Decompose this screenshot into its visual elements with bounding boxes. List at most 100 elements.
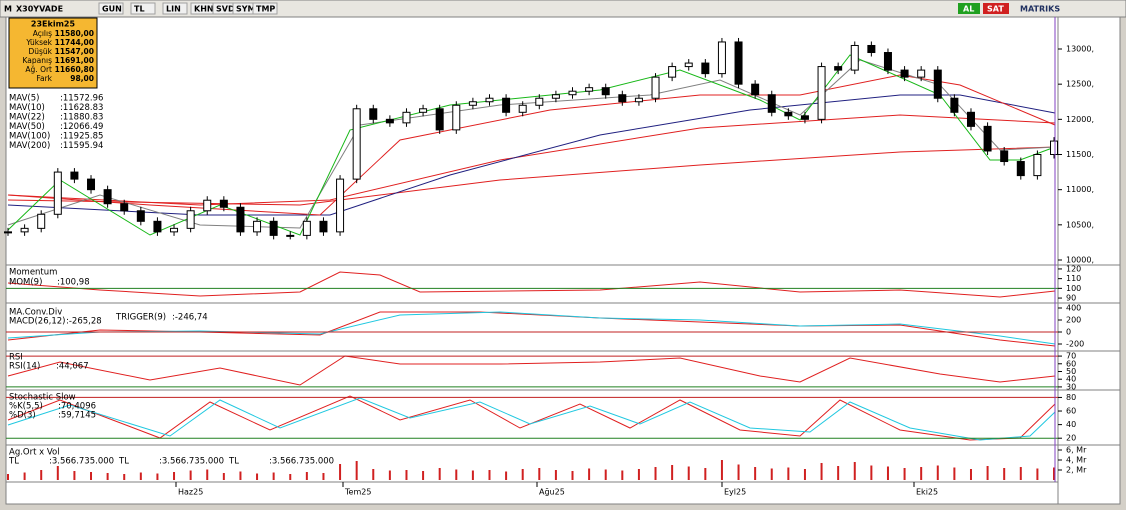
mav5-line xyxy=(7,54,1056,236)
info-value: 11744,00 xyxy=(55,38,94,47)
volume-bar xyxy=(588,468,591,480)
mav-value: :11572.96 xyxy=(60,94,103,104)
candle xyxy=(170,227,179,233)
info-value: 98,00 xyxy=(70,74,94,83)
volume-bar xyxy=(538,468,541,480)
indicator-value: :59,7145 xyxy=(58,411,96,421)
pane-title: Momentum xyxy=(9,268,57,278)
brand: MATRIKS xyxy=(1020,5,1060,14)
volume-bar xyxy=(986,466,989,480)
candle xyxy=(419,108,428,113)
info-label: Ağ. Ort xyxy=(25,65,52,74)
pane-title: MA.Conv.Div xyxy=(9,308,62,318)
candle xyxy=(186,210,195,229)
mav200-line xyxy=(7,146,1056,206)
candle xyxy=(917,69,926,78)
mav-value: :11925.85 xyxy=(60,132,103,142)
candle xyxy=(502,97,511,113)
volume-bar xyxy=(455,469,458,480)
mav-name: MAV(50) xyxy=(9,122,45,132)
volume-bar xyxy=(886,466,889,480)
candle xyxy=(950,97,959,113)
volume-bar xyxy=(505,471,508,480)
indicator-value: :100,98 xyxy=(57,278,90,288)
candle xyxy=(468,101,477,106)
candle xyxy=(352,108,361,180)
candle xyxy=(435,108,444,131)
candle xyxy=(369,108,378,120)
y-tick-label: 40 xyxy=(1066,420,1076,429)
pane-title: Stochastic Slow xyxy=(9,393,76,403)
candle xyxy=(800,115,809,120)
sell-button[interactable] xyxy=(983,3,1009,14)
toolbar-button[interactable] xyxy=(130,2,156,15)
candle xyxy=(153,220,162,233)
date-label: Ağu25 xyxy=(539,488,565,497)
volume-bar xyxy=(737,464,740,480)
toolbar-button[interactable] xyxy=(252,2,278,15)
candle xyxy=(1000,150,1009,163)
volume-legend-value: :3.566.735.000 xyxy=(269,457,334,467)
volume-bar xyxy=(770,468,773,480)
info-date: 23Ekim25 xyxy=(31,20,76,29)
candle xyxy=(867,44,876,54)
value-axis xyxy=(1057,16,1121,505)
volume-legend-name: TL xyxy=(228,457,239,467)
candle xyxy=(734,41,743,85)
pane-title: RSI xyxy=(9,353,23,363)
volume-bar xyxy=(339,464,342,480)
indicator-value: :-246,74 xyxy=(172,313,208,323)
indicator-name: TRIGGER(9) xyxy=(115,313,166,323)
candle xyxy=(983,125,992,152)
date-label: Eki25 xyxy=(916,488,938,497)
volume-legend-name: TL xyxy=(8,457,19,467)
indicator-value: :44,067 xyxy=(56,362,89,372)
candle xyxy=(253,220,262,233)
candle xyxy=(966,111,975,127)
candle xyxy=(684,62,693,68)
info-label: Açılış xyxy=(33,29,52,38)
toolbar-button[interactable] xyxy=(98,2,124,15)
buy-button[interactable] xyxy=(958,3,980,14)
volume-bar xyxy=(754,467,757,480)
sell-label: SAT xyxy=(987,5,1004,14)
volume-bar xyxy=(936,465,939,480)
y-tick-label: 12000, xyxy=(1066,115,1094,124)
candle xyxy=(402,111,411,124)
candle xyxy=(319,220,328,233)
momentum-line xyxy=(7,271,1056,298)
info-value: 11660,80 xyxy=(55,65,94,74)
indicator-name: MACD(26,12) xyxy=(9,317,65,327)
mav-name: MAV(5) xyxy=(9,94,39,104)
volume-bar xyxy=(40,470,43,480)
candle xyxy=(236,206,245,233)
mav-name: MAV(100) xyxy=(9,132,50,142)
candle xyxy=(551,94,560,99)
info-label: Düşük xyxy=(28,47,52,56)
candle xyxy=(1050,140,1058,155)
volume-bar xyxy=(471,470,474,480)
candle xyxy=(717,41,726,75)
volume-bar xyxy=(90,472,93,480)
candle xyxy=(269,220,278,236)
volume-bar xyxy=(654,467,657,480)
info-label: Kapanış xyxy=(23,56,53,65)
volume-bar xyxy=(604,469,607,480)
y-tick-label: 60 xyxy=(1066,359,1076,368)
volume-bar xyxy=(139,472,142,480)
volume-legend-value: :3.566.735.000 xyxy=(49,457,114,467)
volume-bar xyxy=(488,470,491,480)
volume-bar xyxy=(704,468,707,480)
candle xyxy=(70,171,79,180)
y-tick-label: 11500, xyxy=(1066,150,1094,159)
mav-value: :11595.94 xyxy=(60,141,103,151)
rsi-line xyxy=(7,355,1056,386)
mav-value: :11880.83 xyxy=(60,113,103,123)
mav-name: MAV(22) xyxy=(9,113,45,123)
toolbar-button[interactable] xyxy=(162,2,188,15)
pane-title: Ag.Ort x Vol xyxy=(9,448,60,458)
volume-bar xyxy=(256,473,259,480)
candle xyxy=(817,66,826,120)
volume-bar xyxy=(671,465,674,480)
volume-bar xyxy=(156,473,159,480)
